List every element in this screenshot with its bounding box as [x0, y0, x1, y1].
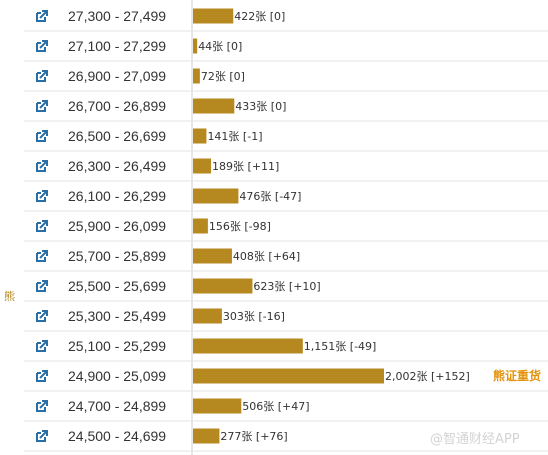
category-label: 26,900 - 27,099: [68, 68, 166, 84]
bar-value-label: 476张 [-47]: [239, 190, 301, 203]
external-link-icon-arrow: [39, 10, 48, 19]
external-link-icon-arrow: [39, 40, 48, 49]
bar: [193, 248, 232, 264]
bar-value-label: 44张 [0]: [198, 40, 242, 53]
external-link-icon-arrow: [39, 220, 48, 229]
external-link-icon-arrow: [39, 280, 48, 289]
external-link-icon-frame: [36, 72, 46, 82]
bar: [193, 128, 207, 144]
category-label: 24,500 - 24,699: [68, 428, 166, 444]
bar-value-label: 422张 [0]: [234, 10, 285, 23]
external-link-icon-arrow: [39, 250, 48, 259]
bar: [193, 428, 220, 444]
bar: [193, 98, 235, 114]
bar: [193, 398, 242, 414]
external-link-icon[interactable]: [36, 430, 48, 442]
external-link-icon-frame: [36, 192, 46, 202]
category-label: 25,700 - 25,899: [68, 248, 166, 264]
external-link-icon-arrow: [39, 310, 48, 319]
bar-value-label: 433张 [0]: [235, 100, 286, 113]
external-link-icon-frame: [36, 222, 46, 232]
external-link-icon-arrow: [39, 70, 48, 79]
bar: [193, 338, 303, 354]
category-label: 26,100 - 26,299: [68, 188, 166, 204]
external-link-icon-frame: [36, 132, 46, 142]
bar: [193, 188, 239, 204]
category-label: 27,300 - 27,499: [68, 8, 166, 24]
external-link-icon-arrow: [39, 430, 48, 439]
category-label: 25,100 - 25,299: [68, 338, 166, 354]
external-link-icon-frame: [36, 342, 46, 352]
external-link-icon-frame: [36, 162, 46, 172]
category-label: 25,300 - 25,499: [68, 308, 166, 324]
external-link-icon-frame: [36, 402, 46, 412]
external-link-icon[interactable]: [36, 160, 48, 172]
external-link-icon-frame: [36, 42, 46, 52]
external-link-icon-arrow: [39, 370, 48, 379]
external-link-icon-frame: [36, 372, 46, 382]
external-link-icon[interactable]: [36, 370, 48, 382]
bar: [193, 368, 384, 384]
external-link-icon-arrow: [39, 100, 48, 109]
bar-value-label: 277张 [+76]: [220, 430, 287, 443]
category-label: 25,900 - 26,099: [68, 218, 166, 234]
external-link-icon[interactable]: [36, 280, 48, 292]
external-link-icon-arrow: [39, 160, 48, 169]
bar: [193, 218, 208, 234]
external-link-icon[interactable]: [36, 100, 48, 112]
external-link-icon-arrow: [39, 130, 48, 139]
external-link-icon-arrow: [39, 400, 48, 409]
highlight-label: 熊证重货: [493, 369, 542, 383]
bar-value-label: 506张 [+47]: [242, 400, 309, 413]
bar-value-label: 1,151张 [-49]: [304, 340, 377, 353]
bar-value-label: 408张 [+64]: [233, 250, 300, 263]
bar: [193, 278, 253, 294]
external-link-icon-frame: [36, 282, 46, 292]
category-label: 26,500 - 26,699: [68, 128, 166, 144]
watermark: @智通财经APP: [430, 432, 520, 447]
external-link-icon-frame: [36, 252, 46, 262]
bar-value-label: 156张 [-98]: [209, 220, 271, 233]
external-link-icon-frame: [36, 432, 46, 442]
category-label: 24,900 - 25,099: [68, 368, 166, 384]
bar: [193, 38, 198, 54]
external-link-icon-arrow: [39, 190, 48, 199]
external-link-icon-frame: [36, 12, 46, 22]
bar-value-label: 303张 [-16]: [223, 310, 285, 323]
bar: [193, 158, 212, 174]
category-label: 26,300 - 26,499: [68, 158, 166, 174]
side-label: 熊: [4, 290, 15, 303]
bar-value-label: 72张 [0]: [201, 70, 245, 83]
category-label: 25,500 - 25,699: [68, 278, 166, 294]
external-link-icon-arrow: [39, 340, 48, 349]
category-label: 24,700 - 24,899: [68, 398, 166, 414]
external-link-icon[interactable]: [36, 70, 48, 82]
external-link-icon[interactable]: [36, 340, 48, 352]
bar: [193, 8, 234, 24]
external-link-icon[interactable]: [36, 310, 48, 322]
category-label: 27,100 - 27,299: [68, 38, 166, 54]
bar: [193, 308, 222, 324]
external-link-icon[interactable]: [36, 40, 48, 52]
category-label: 26,700 - 26,899: [68, 98, 166, 114]
bar: [193, 68, 200, 84]
bar-value-label: 2,002张 [+152]: [385, 370, 470, 383]
external-link-icon-frame: [36, 102, 46, 112]
external-link-icon-frame: [36, 312, 46, 322]
external-link-icon[interactable]: [36, 220, 48, 232]
bar-value-label: 189张 [+11]: [212, 160, 279, 173]
bar-value-label: 623张 [+10]: [253, 280, 320, 293]
external-link-icon[interactable]: [36, 10, 48, 22]
bar-value-label: 141张 [-1]: [207, 130, 262, 143]
external-link-icon[interactable]: [36, 400, 48, 412]
external-link-icon[interactable]: [36, 250, 48, 262]
external-link-icon[interactable]: [36, 130, 48, 142]
external-link-icon[interactable]: [36, 190, 48, 202]
